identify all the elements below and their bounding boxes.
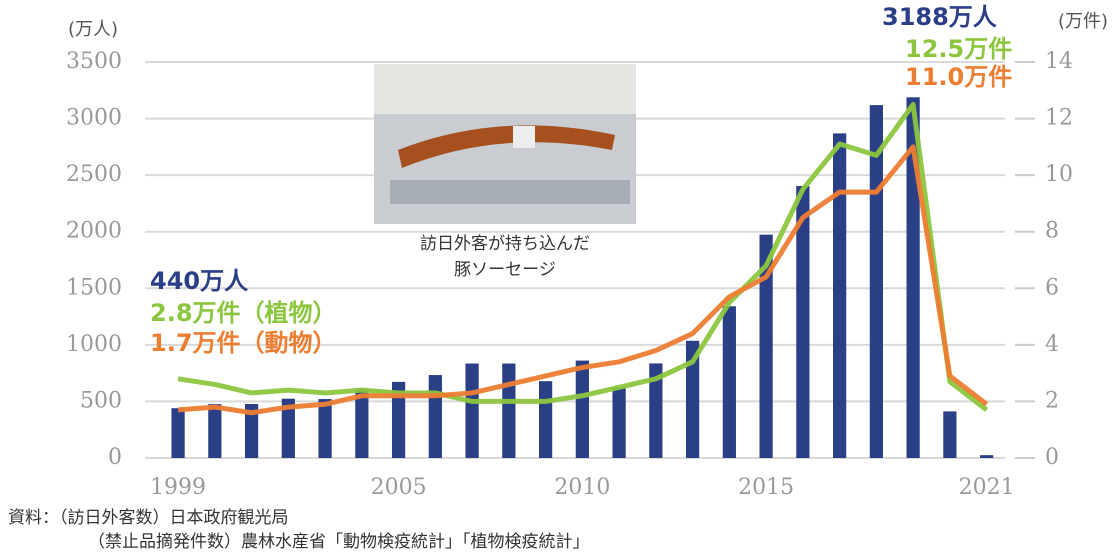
annotation: 3188万人 [882, 3, 997, 31]
photo-ruler [390, 180, 630, 204]
y2-tick-label: 0 [1045, 445, 1059, 470]
bar [685, 340, 700, 458]
annotation: 12.5万件 [905, 35, 1012, 63]
y2-tick-label: 12 [1045, 106, 1073, 131]
photo-caption: 訪日外客が持ち込んだ [420, 234, 590, 254]
x-tick-label: 2015 [738, 475, 794, 500]
x-tick-label: 1999 [150, 475, 206, 500]
photo-bg [374, 64, 636, 114]
y2-tick-label: 2 [1045, 388, 1059, 413]
bar [649, 363, 663, 458]
sausage [398, 125, 615, 168]
bar [538, 381, 553, 458]
bar [575, 360, 589, 458]
x-tick-label: 2010 [554, 475, 610, 500]
y2-tick-label: 8 [1045, 219, 1059, 244]
bar [428, 375, 442, 458]
bar [833, 133, 847, 459]
bar [796, 186, 810, 458]
sausage-tag [513, 126, 535, 148]
bar [759, 234, 773, 458]
bar [208, 404, 222, 458]
bar [943, 411, 957, 458]
y-tick-label: 2500 [66, 162, 122, 187]
y2-tick-label: 14 [1045, 49, 1073, 74]
bar [281, 398, 295, 458]
annotation: 1.7万件（動物） [150, 329, 337, 357]
y-tick-label: 0 [108, 445, 122, 470]
bar [612, 387, 626, 458]
bar [355, 388, 369, 458]
y2-unit: (万件) [1058, 11, 1108, 32]
y-tick-label: 3500 [66, 49, 122, 74]
bar [465, 363, 479, 458]
y-tick-label: 1000 [66, 332, 122, 357]
x-tick-label: 2005 [371, 475, 427, 500]
bar [869, 105, 883, 459]
bar [244, 404, 259, 458]
y-tick-label: 1500 [66, 275, 122, 300]
bar [391, 381, 406, 458]
y-unit: (万人) [68, 19, 118, 40]
bar [502, 363, 516, 458]
y2-tick-label: 6 [1045, 275, 1059, 300]
photo [374, 64, 636, 224]
y-tick-label: 500 [80, 388, 122, 413]
y-tick-label: 3000 [66, 106, 122, 131]
bar [980, 455, 994, 458]
x-tick-label: 2021 [959, 475, 1015, 500]
annotation: 440万人 [150, 267, 248, 295]
y-tick-label: 2000 [66, 219, 122, 244]
source: （禁止品摘発件数）農林水産省「動物検疫統計」「植物検疫統計」 [88, 532, 590, 552]
line [177, 144, 989, 416]
annotation: 2.8万件（植物） [150, 299, 337, 327]
y2-tick-label: 10 [1045, 162, 1073, 187]
bar [318, 399, 332, 458]
bar [722, 306, 736, 458]
annotation: 11.0万件 [905, 63, 1012, 91]
bar [171, 408, 185, 458]
photo-caption: 豚ソーセージ [454, 260, 556, 280]
plot-area: 0 500 1000 1500 2000 2500 3000 3500 0 2 4 6 8 10 12 14 1… [66, 49, 1073, 500]
y2-tick-label: 4 [1045, 332, 1059, 357]
bar [906, 97, 920, 458]
source: 資料：（訪日外客数）日本政府観光局 [8, 508, 289, 528]
line [177, 101, 989, 412]
